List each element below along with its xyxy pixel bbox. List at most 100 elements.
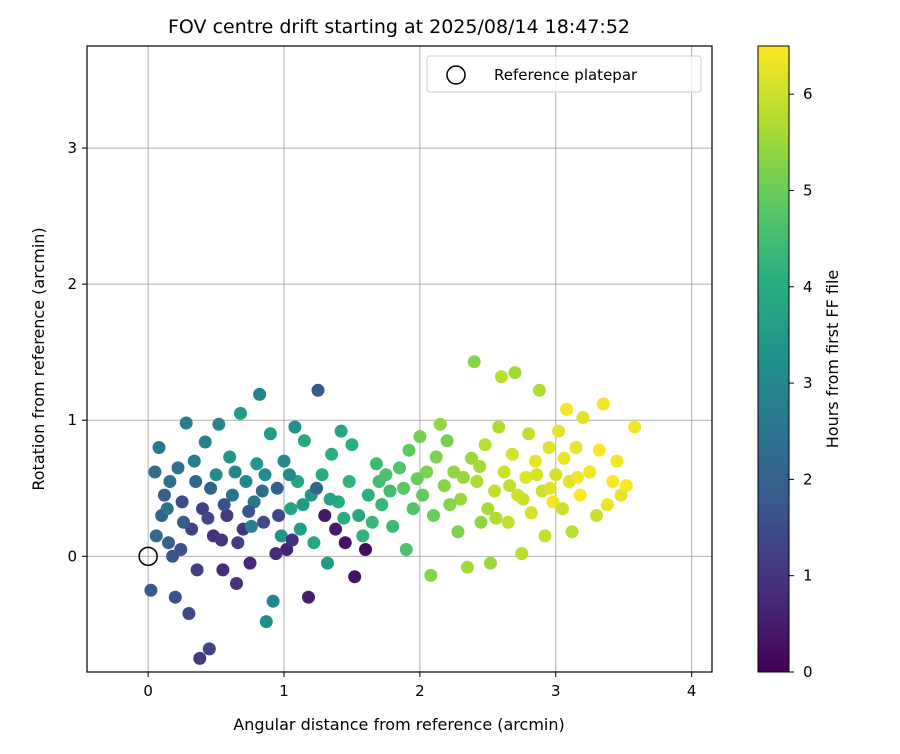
colorbar-gradient — [757, 45, 790, 673]
x-tick-label: 4 — [687, 682, 697, 700]
colorbar: 0 1 2 3 4 5 6 Hours from first FF file — [757, 45, 842, 681]
data-point — [538, 529, 552, 543]
data-point — [429, 450, 443, 464]
data-point — [209, 468, 223, 482]
data-point — [576, 411, 590, 424]
data-point — [348, 570, 362, 584]
data-point — [437, 479, 451, 493]
data-point — [244, 519, 258, 533]
plot-frame — [86, 45, 713, 673]
data-point — [258, 468, 272, 482]
data-point — [569, 441, 583, 454]
data-point — [272, 509, 286, 522]
data-point — [427, 509, 440, 522]
data-point — [592, 443, 606, 457]
data-point — [217, 498, 231, 512]
data-point — [478, 438, 492, 452]
y-tick-label: 0 — [67, 547, 77, 565]
colorbar-tick-label: 3 — [803, 374, 813, 392]
data-point — [600, 498, 614, 512]
data-point — [571, 470, 584, 484]
data-point — [253, 387, 267, 401]
data-point — [393, 461, 406, 475]
data-point — [619, 479, 633, 493]
data-point — [501, 515, 515, 529]
data-point — [451, 525, 465, 539]
data-point — [315, 468, 329, 482]
data-point — [359, 543, 372, 556]
chart-title: FOV centre drift starting at 2025/08/14 … — [168, 16, 630, 38]
data-point — [296, 498, 310, 512]
data-point — [243, 556, 257, 570]
data-point — [198, 435, 212, 449]
data-point — [338, 536, 352, 550]
reference-point — [138, 546, 158, 567]
data-point — [375, 498, 389, 512]
colorbar-tick-label: 0 — [803, 663, 813, 681]
data-point — [325, 447, 339, 461]
data-point — [342, 475, 356, 488]
data-point — [402, 443, 416, 457]
data-point — [282, 468, 296, 482]
y-axis-label: Rotation from reference (arcmin) — [29, 227, 48, 490]
x-axis-ticks: 0 1 2 3 4 — [143, 672, 696, 700]
data-points — [144, 355, 642, 665]
data-point — [277, 454, 291, 468]
data-point — [148, 465, 162, 479]
data-point — [379, 468, 393, 482]
data-point — [215, 533, 228, 547]
data-point — [323, 492, 337, 506]
data-point — [532, 383, 546, 397]
data-point — [345, 438, 359, 452]
data-point — [204, 481, 218, 495]
data-point — [157, 488, 171, 502]
data-point — [489, 511, 503, 525]
data-point — [470, 475, 484, 488]
legend-box — [426, 55, 702, 93]
data-point — [369, 457, 383, 471]
data-point — [590, 509, 603, 522]
data-point — [410, 472, 424, 486]
data-point — [484, 556, 497, 570]
data-point — [329, 522, 343, 536]
data-point — [216, 563, 230, 577]
colorbar-tick-label: 2 — [803, 470, 813, 488]
data-point — [397, 481, 411, 495]
data-point — [228, 465, 242, 479]
data-point — [223, 450, 237, 464]
data-point — [269, 547, 283, 561]
data-point — [420, 465, 434, 479]
x-tick-label: 0 — [143, 682, 153, 700]
data-point — [230, 577, 243, 590]
data-point — [171, 461, 185, 475]
data-point — [175, 495, 189, 509]
data-point — [307, 536, 321, 550]
colorbar-tick-label: 4 — [803, 278, 813, 296]
data-point — [542, 441, 556, 454]
data-point — [528, 454, 542, 468]
legend: Reference platepar — [426, 55, 702, 93]
data-point — [152, 441, 166, 454]
data-point — [356, 529, 370, 543]
data-point — [284, 502, 298, 516]
legend-marker-reference — [446, 65, 466, 85]
data-point — [614, 488, 628, 502]
data-point — [497, 465, 511, 479]
data-point — [263, 427, 277, 441]
data-point — [231, 536, 245, 550]
data-point — [433, 417, 447, 431]
data-point — [285, 533, 299, 547]
data-point — [383, 484, 397, 498]
data-point — [549, 468, 563, 482]
data-point — [352, 509, 366, 522]
data-point — [149, 529, 163, 543]
data-point — [242, 504, 256, 518]
data-point — [386, 519, 400, 533]
data-point — [280, 543, 294, 556]
data-point — [302, 590, 315, 604]
data-point — [552, 424, 565, 438]
data-point — [465, 451, 478, 465]
data-point — [250, 457, 264, 471]
colorbar-tick-label: 1 — [803, 567, 813, 585]
